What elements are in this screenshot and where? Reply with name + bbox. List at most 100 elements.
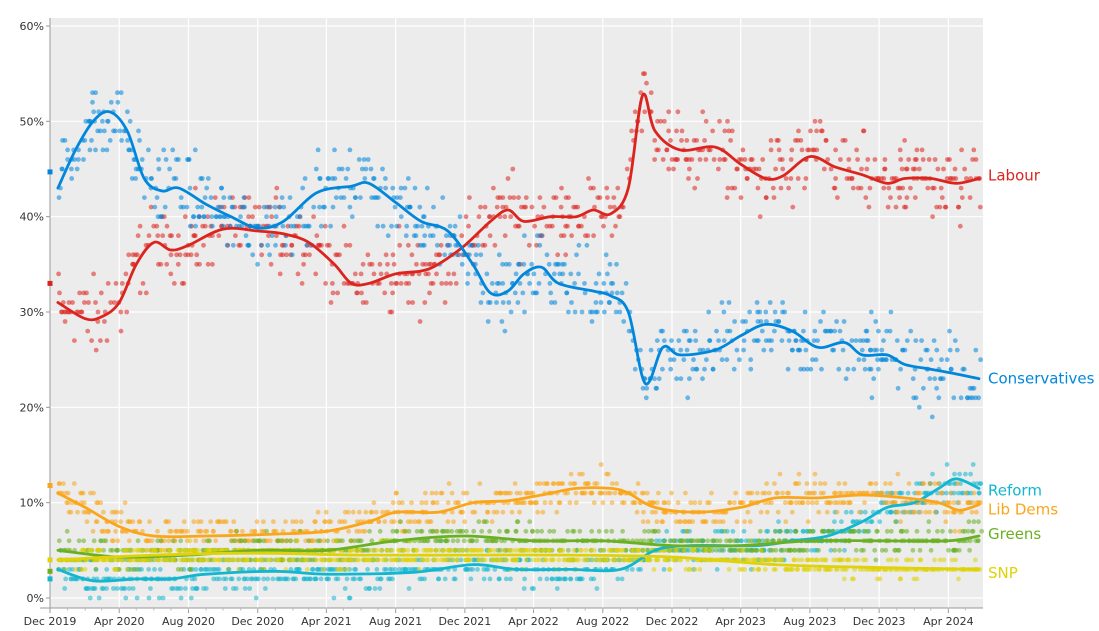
poll-dot-reform <box>188 595 194 601</box>
poll-dot-lib-dems <box>137 519 143 525</box>
poll-dot-reform <box>800 528 806 534</box>
poll-dot-conservatives <box>217 214 223 220</box>
poll-dot-labour <box>112 300 117 305</box>
poll-dot-conservatives <box>638 347 643 353</box>
poll-dot-snp <box>434 557 440 563</box>
poll-dot-lib-dems <box>118 509 124 515</box>
poll-dot-labour <box>70 300 75 305</box>
poll-dot-lib-dems <box>640 519 646 525</box>
poll-dot-labour <box>137 223 143 229</box>
poll-dot-conservatives <box>100 118 105 124</box>
poll-dot-greens <box>700 538 706 544</box>
poll-dot-greens <box>261 538 267 544</box>
poll-dot-lib-dems <box>609 481 615 486</box>
poll-dot-greens <box>914 528 920 534</box>
poll-dot-conservatives <box>763 309 769 315</box>
poll-dot-lib-dems <box>918 509 924 515</box>
trend-line-snp <box>56 551 981 571</box>
poll-dot-conservatives <box>864 328 870 334</box>
poll-dot-greens <box>115 547 121 553</box>
poll-dot-reform <box>160 595 166 601</box>
poll-dot-reform <box>114 586 120 591</box>
poll-dot-lib-dems <box>727 500 733 506</box>
poll-dot-labour <box>675 157 681 162</box>
poll-dot-conservatives <box>802 309 808 315</box>
poll-dot-snp <box>372 557 378 563</box>
poll-dot-lib-dems <box>814 500 820 506</box>
poll-dot-snp <box>194 547 199 553</box>
poll-dot-lib-dems <box>323 509 329 515</box>
poll-dot-reform <box>615 576 621 582</box>
poll-dot-conservatives <box>100 147 106 153</box>
x-tick-label: Dec 2022 <box>646 615 699 627</box>
poll-dot-conservatives <box>936 395 942 401</box>
poll-dot-conservatives <box>644 385 650 391</box>
poll-dot-conservatives <box>333 195 339 201</box>
poll-dot-labour <box>703 157 709 162</box>
poll-dot-conservatives <box>584 242 590 248</box>
poll-dot-lib-dems <box>733 490 739 496</box>
poll-dot-labour <box>438 242 444 248</box>
y-tick-label: 0% <box>27 592 44 605</box>
poll-dot-reform <box>63 576 69 582</box>
election-marker-greens <box>47 568 53 574</box>
poll-dot-conservatives <box>219 185 225 191</box>
poll-dot-snp <box>894 557 900 563</box>
poll-dot-conservatives <box>221 195 227 201</box>
poll-dot-conservatives <box>840 347 846 353</box>
poll-dot-labour <box>722 157 728 162</box>
poll-dot-greens <box>455 538 461 544</box>
poll-dot-conservatives <box>700 347 706 353</box>
x-tick-label: Dec 2020 <box>231 615 284 627</box>
poll-dot-conservatives <box>660 366 665 372</box>
poll-dot-labour <box>442 300 448 305</box>
poll-dot-conservatives <box>56 195 62 201</box>
poll-dot-conservatives <box>764 319 769 324</box>
poll-dot-greens <box>757 528 763 534</box>
poll-dot-greens <box>551 528 557 534</box>
poll-dot-lib-dems <box>824 509 830 515</box>
poll-dot-reform <box>832 519 837 525</box>
poll-dot-labour <box>330 281 335 286</box>
poll-dot-conservatives <box>661 338 667 343</box>
poll-dot-reform <box>130 586 136 591</box>
poll-dot-labour <box>882 166 888 172</box>
poll-dot-conservatives <box>536 281 542 286</box>
poll-dot-conservatives <box>241 195 247 201</box>
poll-dot-labour <box>532 223 537 229</box>
poll-dot-lib-dems <box>822 481 828 486</box>
poll-dot-lib-dems <box>246 538 252 544</box>
poll-dot-snp <box>281 557 287 563</box>
poll-dot-reform <box>963 471 968 477</box>
poll-dot-labour <box>728 138 733 143</box>
poll-dot-labour <box>430 281 436 286</box>
poll-dot-reform <box>714 567 720 572</box>
poll-dot-labour <box>553 195 559 201</box>
poll-dot-conservatives <box>112 128 118 134</box>
poll-dot-conservatives <box>741 338 747 343</box>
poll-dot-snp <box>344 567 350 572</box>
poll-dot-labour <box>428 261 434 267</box>
poll-dot-conservatives <box>818 319 823 324</box>
poll-dot-conservatives <box>105 118 111 124</box>
poll-dot-conservatives <box>758 319 764 324</box>
poll-dot-conservatives <box>614 290 620 296</box>
poll-dot-lib-dems <box>709 490 714 496</box>
poll-dot-greens <box>749 538 755 544</box>
poll-dot-conservatives <box>224 242 230 248</box>
poll-dot-reform <box>242 586 248 591</box>
poll-dot-labour <box>406 281 412 286</box>
poll-dot-snp <box>187 557 193 563</box>
poll-dot-reform <box>146 567 152 572</box>
poll-dot-labour <box>500 204 506 210</box>
poll-dot-lib-dems <box>548 500 554 506</box>
poll-dot-lib-dems <box>783 519 789 525</box>
poll-dot-labour <box>105 281 111 286</box>
poll-dot-snp <box>124 567 130 572</box>
poll-dot-greens <box>893 519 898 525</box>
poll-dot-lib-dems <box>732 500 737 506</box>
poll-dot-conservatives <box>512 290 518 296</box>
poll-dot-lib-dems <box>692 500 698 506</box>
poll-dot-reform <box>169 586 174 591</box>
poll-dot-labour <box>943 204 949 210</box>
